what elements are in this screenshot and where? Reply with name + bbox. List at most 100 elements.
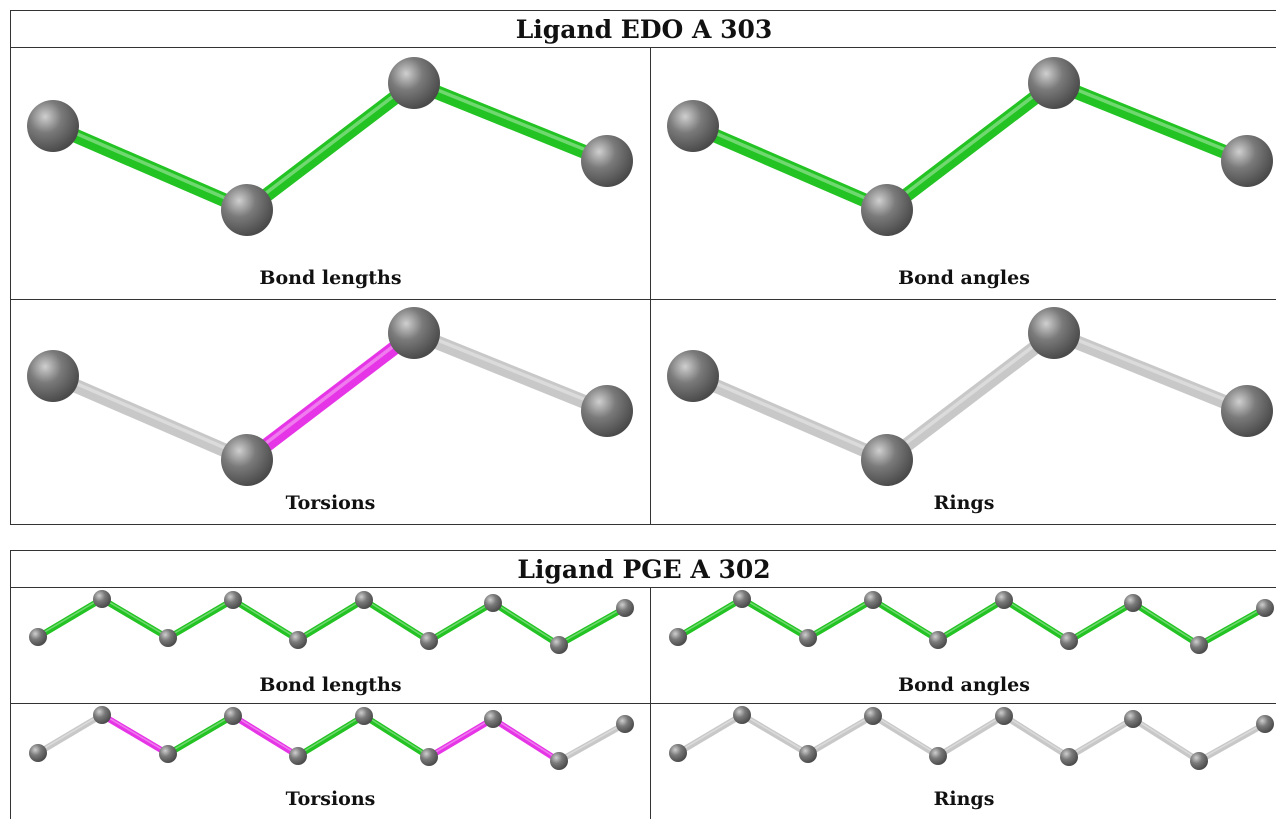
atom bbox=[733, 590, 751, 608]
bond-grey bbox=[557, 721, 627, 764]
bond-highlight bbox=[101, 597, 169, 638]
atom bbox=[581, 135, 633, 187]
pge-molecule-views bbox=[29, 590, 1274, 770]
bond-grey bbox=[806, 713, 875, 757]
bond-highlight bbox=[492, 601, 560, 645]
atom bbox=[484, 710, 502, 728]
bond-highlight bbox=[692, 371, 888, 460]
bond-green bbox=[740, 596, 810, 641]
atom bbox=[669, 628, 687, 646]
column-divider bbox=[650, 588, 651, 819]
bond-green bbox=[1197, 605, 1267, 648]
bond-green bbox=[1002, 597, 1071, 644]
bond-highlight bbox=[885, 79, 1056, 209]
atom bbox=[1190, 636, 1208, 654]
atom bbox=[420, 748, 438, 766]
atom bbox=[27, 350, 79, 402]
bond-highlight bbox=[232, 714, 299, 756]
bond-green bbox=[690, 119, 890, 217]
bond-green bbox=[411, 76, 610, 168]
bond-green bbox=[936, 597, 1006, 643]
bond-grey bbox=[1197, 721, 1267, 764]
bond-green bbox=[1131, 600, 1201, 648]
bond-grey bbox=[740, 712, 810, 757]
bond-highlight bbox=[297, 714, 365, 756]
atom bbox=[1190, 752, 1208, 770]
bond-grey bbox=[882, 327, 1059, 466]
view-cell-rings: Rings bbox=[651, 704, 1276, 819]
bond-grey bbox=[690, 369, 890, 467]
bond-highlight bbox=[428, 601, 494, 641]
panel-title: Ligand EDO A 303 bbox=[11, 11, 1276, 48]
atom bbox=[667, 100, 719, 152]
bond-highlight bbox=[558, 722, 626, 761]
atom bbox=[616, 599, 634, 617]
bond-highlight bbox=[1053, 78, 1248, 161]
atom bbox=[550, 752, 568, 770]
bond-highlight bbox=[297, 598, 365, 640]
bond-grey bbox=[676, 712, 744, 756]
edo-view-1 bbox=[667, 57, 1273, 236]
bond-highlight bbox=[741, 597, 809, 638]
bond-highlight bbox=[807, 714, 874, 754]
bond-green bbox=[871, 597, 940, 643]
view-label: Bond lengths bbox=[259, 674, 402, 696]
bond-grey bbox=[1051, 326, 1250, 418]
view-label: Bond angles bbox=[898, 267, 1030, 289]
panel-title: Ligand PGE A 302 bbox=[11, 551, 1276, 588]
atom bbox=[864, 707, 882, 725]
bond-green bbox=[36, 596, 104, 640]
bond-highlight bbox=[37, 597, 103, 637]
bond-grey bbox=[936, 713, 1006, 759]
pge-view-1 bbox=[669, 590, 1274, 654]
atom bbox=[861, 184, 913, 236]
atom bbox=[995, 707, 1013, 725]
bond-green bbox=[166, 597, 235, 641]
bond-highlight bbox=[492, 717, 560, 761]
bond-highlight bbox=[807, 598, 874, 638]
atom bbox=[667, 350, 719, 402]
edo-view-3 bbox=[667, 307, 1273, 486]
atom bbox=[355, 591, 373, 609]
atom bbox=[224, 591, 242, 609]
atom bbox=[93, 590, 111, 608]
bond-magenta bbox=[242, 327, 419, 466]
bond-highlight bbox=[677, 597, 743, 637]
atom bbox=[864, 591, 882, 609]
view-label: Rings bbox=[933, 492, 995, 514]
bond-green bbox=[676, 596, 744, 640]
pge-view-3 bbox=[669, 706, 1274, 770]
bond-green bbox=[50, 119, 250, 217]
bond-highlight bbox=[937, 598, 1005, 640]
bond-highlight bbox=[1003, 598, 1070, 641]
atom bbox=[550, 636, 568, 654]
atom bbox=[1256, 715, 1274, 733]
bond-green bbox=[242, 77, 419, 216]
atom bbox=[29, 744, 47, 762]
atom bbox=[1124, 710, 1142, 728]
bond-highlight bbox=[1198, 606, 1266, 645]
bond-highlight bbox=[937, 714, 1005, 756]
bond-highlight bbox=[413, 328, 608, 411]
view-cell-bond-angles: Bond angles bbox=[651, 48, 1276, 300]
atom bbox=[929, 747, 947, 765]
bond-highlight bbox=[1053, 328, 1248, 411]
atom bbox=[93, 706, 111, 724]
atom bbox=[581, 385, 633, 437]
bond-highlight bbox=[428, 717, 494, 757]
bond-highlight bbox=[1132, 717, 1200, 761]
view-cell-torsions: Torsions bbox=[11, 704, 650, 819]
bond-grey bbox=[411, 326, 610, 418]
ligand-panel-pge: Ligand PGE A 302 Bond lengths Bond angle… bbox=[10, 550, 1276, 819]
atom bbox=[289, 631, 307, 649]
view-label: Torsions bbox=[285, 788, 376, 810]
edo-view-0 bbox=[27, 57, 633, 236]
atom bbox=[733, 706, 751, 724]
atom bbox=[799, 745, 817, 763]
atom bbox=[1060, 748, 1078, 766]
edo-molecule-views bbox=[27, 57, 1273, 486]
bond-grey bbox=[1067, 716, 1135, 760]
bond-green bbox=[362, 597, 431, 644]
bond-highlight bbox=[167, 714, 234, 754]
bond-green bbox=[806, 597, 875, 641]
